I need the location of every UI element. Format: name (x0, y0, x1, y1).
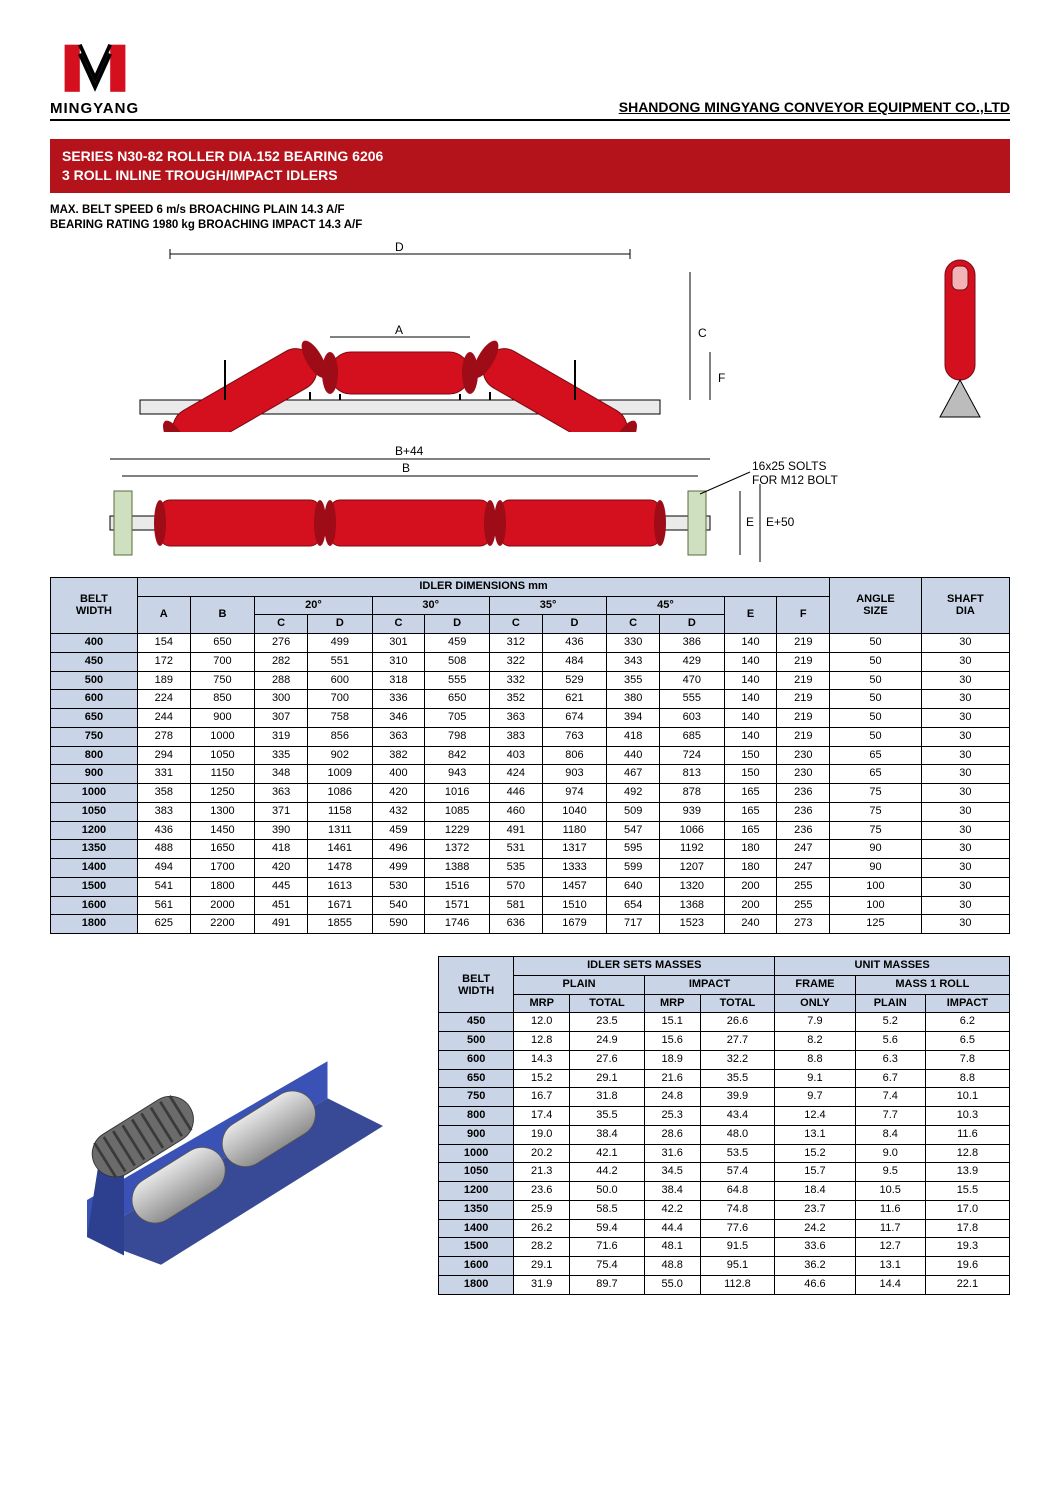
table-row: 4501727002825513105083224843434291402195… (51, 652, 1010, 671)
spec-lines: MAX. BELT SPEED 6 m/s BROACHING PLAIN 14… (50, 203, 1010, 234)
title-line2: 3 ROLL INLINE TROUGH/IMPACT IDLERS (62, 166, 998, 185)
table-row: 1500541180044516135301516570145764013202… (51, 877, 1010, 896)
title-bar: SERIES N30-82 ROLLER DIA.152 BEARING 620… (50, 139, 1010, 193)
table-row: 50012.824.915.627.78.25.66.5 (439, 1032, 1010, 1051)
table-row: 1800625220049118555901746636167971715232… (51, 915, 1010, 934)
header: MINGYANG SHANDONG MINGYANG CONVEYOR EQUI… (50, 40, 1010, 121)
table-row: 150028.271.648.191.533.612.719.3 (439, 1238, 1010, 1257)
logo-block: MINGYANG (50, 40, 139, 117)
svg-text:E: E (746, 515, 754, 529)
svg-text:16x25 SOLTS: 16x25 SOLTS (752, 459, 826, 473)
table-row: 180031.989.755.0112.846.614.422.1 (439, 1275, 1010, 1294)
table-row: 9003311150348100940094342490346781315023… (51, 765, 1010, 784)
table-row: 65015.229.121.635.59.16.78.8 (439, 1069, 1010, 1088)
table-row: 1050383130037111584321085460104050993916… (51, 802, 1010, 821)
table-row: 100020.242.131.653.515.29.012.8 (439, 1144, 1010, 1163)
table-row: 120023.650.038.464.818.410.515.5 (439, 1182, 1010, 1201)
svg-text:B+44: B+44 (395, 444, 424, 458)
svg-text:B: B (402, 461, 410, 475)
table-row: 8002941050335902382842403806440724150230… (51, 746, 1010, 765)
svg-text:E+50: E+50 (766, 515, 795, 529)
table-row: 135025.958.542.274.823.711.617.0 (439, 1200, 1010, 1219)
render-image-icon (50, 956, 420, 1296)
table-row: 160029.175.448.895.136.213.119.6 (439, 1257, 1010, 1276)
table-row: 140026.259.444.477.624.211.717.8 (439, 1219, 1010, 1238)
table-row: 90019.038.428.648.013.18.411.6 (439, 1125, 1010, 1144)
trough-diagram-icon: D A C F (50, 242, 750, 432)
masses-table: BELTWIDTH IDLER SETS MASSES UNIT MASSES … (438, 956, 1010, 1295)
table-row: 5001897502886003185553325293554701402195… (51, 671, 1010, 690)
dimensions-table: BELTWIDTH IDLER DIMENSIONS mm ANGLESIZE … (50, 577, 1010, 934)
table-row: 1200436145039013114591229491118054710661… (51, 821, 1010, 840)
title-line1: SERIES N30-82 ROLLER DIA.152 BEARING 620… (62, 147, 998, 166)
table-row: 60014.327.618.932.28.86.37.8 (439, 1050, 1010, 1069)
svg-text:F: F (718, 371, 725, 385)
spec-line2: BEARING RATING 1980 kg BROACHING IMPACT … (50, 218, 1010, 234)
plan-diagram-icon: B+44 B E E+50 16x25 SOLTS FOR M12 BOLT (50, 444, 870, 574)
table-row: 1350488165041814614961372531131759511921… (51, 840, 1010, 859)
table-row: 6502449003077583467053636743946031402195… (51, 709, 1010, 728)
svg-text:D: D (395, 242, 404, 254)
brand-name: MINGYANG (50, 100, 139, 117)
table-row: 45012.023.515.126.67.95.26.2 (439, 1013, 1010, 1032)
svg-text:A: A (395, 323, 403, 337)
logo-icon (57, 40, 133, 98)
company-name: SHANDONG MINGYANG CONVEYOR EQUIPMENT CO.… (619, 99, 1010, 117)
table-row: 6002248503007003366503526213805551402195… (51, 690, 1010, 709)
diagram-row-1: D A C F (50, 242, 1010, 432)
spec-line1: MAX. BELT SPEED 6 m/s BROACHING PLAIN 14… (50, 203, 1010, 219)
table-row: 1000358125036310864201016446974492878165… (51, 784, 1010, 803)
table-row: 75016.731.824.839.99.77.410.1 (439, 1088, 1010, 1107)
table-row: 7502781000319856363798383763418685140219… (51, 727, 1010, 746)
svg-text:FOR M12 BOLT: FOR M12 BOLT (752, 473, 838, 487)
side-diagram-icon (910, 242, 1010, 432)
table-row: 1600561200045116715401571581151065413682… (51, 896, 1010, 915)
table-row: 80017.435.525.343.412.47.710.3 (439, 1107, 1010, 1126)
table-row: 1400494170042014784991388535133359912071… (51, 859, 1010, 878)
table-row: 4001546502764993014593124363303861402195… (51, 634, 1010, 653)
svg-text:C: C (698, 326, 707, 340)
table-row: 105021.344.234.557.415.79.513.9 (439, 1163, 1010, 1182)
